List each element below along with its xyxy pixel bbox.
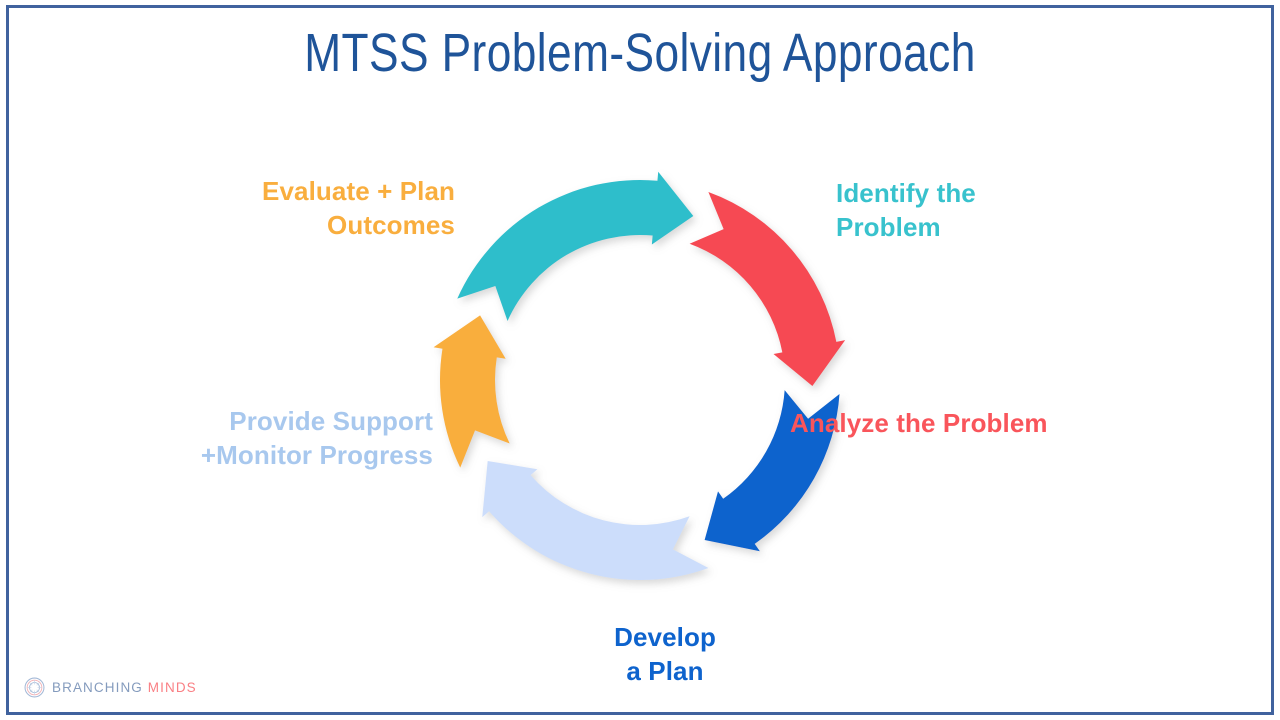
cycle-segment-provide [482, 460, 709, 580]
branching-minds-circle-icon [24, 677, 45, 698]
page-title: MTSS Problem-Solving Approach [304, 23, 976, 83]
logo-word-branching: BRANCHING [52, 680, 143, 695]
logo-wordmark: BRANCHING MINDS [52, 680, 197, 695]
cycle-segment-evaluate [433, 315, 510, 468]
cycle-segment-develop [704, 390, 840, 552]
cycle-label-provide-support-monitor-progress: Provide Support +Monitor Progress [200, 406, 433, 470]
cycle-segment-identify [457, 171, 694, 322]
mtss-cycle-diagram [433, 171, 846, 580]
cycle-segment-analyze [689, 192, 846, 387]
cycle-label-evaluate-plan-outcomes: Evaluate + Plan Outcomes [262, 176, 455, 240]
cycle-label-identify-the-problem: Identify the Problem [836, 178, 976, 242]
branding-logo: BRANCHING MINDS [24, 677, 197, 698]
cycle-svg [433, 171, 846, 580]
cycle-label-develop-a-plan: Develop a Plan [614, 622, 716, 686]
cycle-label-analyze-the-problem: Analyze the Problem [790, 408, 1048, 438]
logo-word-minds: MINDS [147, 680, 197, 695]
